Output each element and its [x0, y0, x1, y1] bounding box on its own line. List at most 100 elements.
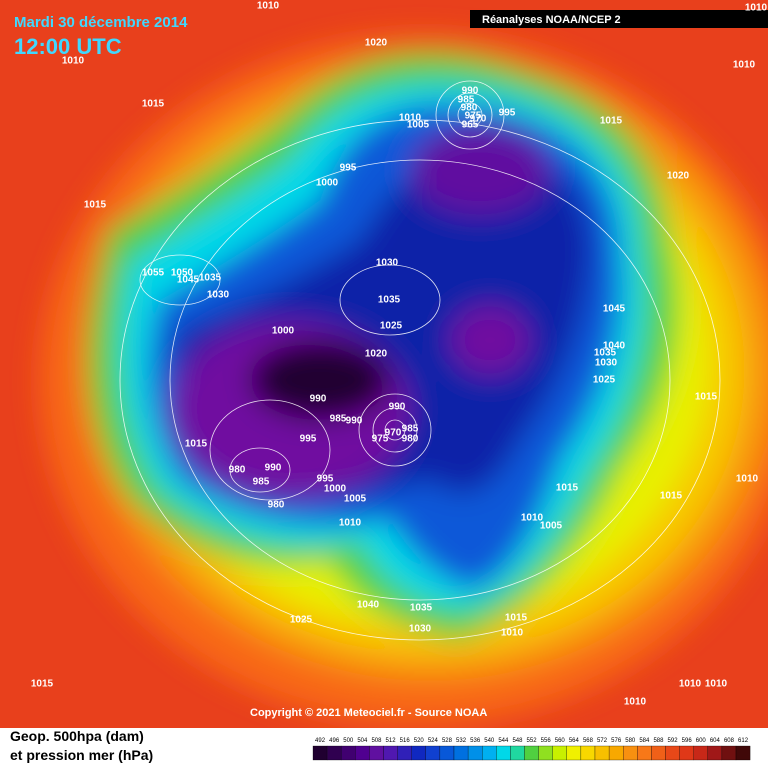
isobar-label: 1010: [705, 679, 728, 690]
isobars: [119, 80, 721, 641]
isobar-label: 985: [402, 424, 419, 435]
scale-swatch: [524, 745, 539, 761]
isobar-label: 995: [499, 108, 516, 119]
scale-label: 532: [456, 738, 467, 744]
scale-label: 588: [653, 738, 664, 744]
scale-swatch: [679, 745, 694, 761]
scale-label: 584: [639, 738, 650, 744]
source-banner: [470, 10, 768, 28]
isobar-label: 990: [265, 463, 282, 474]
copyright: Copyright © 2021 Meteociel.fr - Source N…: [250, 707, 487, 719]
isobar-label: 980: [402, 434, 419, 445]
isobar-label: 990: [462, 86, 479, 97]
scale-swatch: [623, 745, 638, 761]
isobar-label: 995: [300, 434, 317, 445]
scale-swatch: [355, 745, 370, 761]
scale-label: 516: [400, 738, 411, 744]
scale-swatch: [482, 745, 497, 761]
isobar-label: 1000: [316, 178, 339, 189]
scale-label: 500: [343, 738, 354, 744]
scale-swatch: [594, 745, 610, 761]
isobar-label: 1040: [603, 341, 626, 352]
scale-swatch: [693, 745, 708, 761]
isobar-label: 1010: [624, 697, 647, 708]
isobar-label: 1010: [257, 1, 280, 12]
isobar-label: 985: [253, 477, 270, 488]
isobar-label: 1010: [733, 60, 756, 71]
isobar-label: 1025: [380, 321, 403, 332]
scale-swatch: [566, 745, 582, 761]
scale-swatch: [383, 745, 398, 761]
isobar-label: 1040: [357, 600, 380, 611]
isobar-label: 990: [389, 402, 406, 413]
isobar-label: 1010: [679, 679, 702, 690]
scale-label: 608: [724, 738, 735, 744]
isobar-label: 1035: [410, 603, 433, 614]
scale-label: 600: [696, 738, 707, 744]
isobar-labels: 1010 101010101020101010159909859809759709…: [31, 1, 768, 708]
isobar-label: 990: [346, 416, 363, 427]
scale-swatch: [510, 745, 525, 761]
isobar-label: 1035: [378, 295, 401, 306]
isobar-label: 1025: [290, 615, 313, 626]
isobar-label: 1015: [505, 613, 528, 624]
isobar-label: 1010: [501, 628, 524, 639]
isobar-label: 980: [268, 500, 285, 511]
scale-swatch: [538, 745, 553, 761]
scale-label: 612: [738, 738, 749, 744]
legend-line1: Geop. 500hpa (dam): [10, 728, 144, 744]
isobar-label: 1020: [365, 349, 388, 360]
isobar-label: 1010: [62, 56, 85, 67]
scale-label: 540: [484, 738, 495, 744]
isobar-label: 1045: [177, 275, 200, 286]
isobar-label: 1055: [142, 268, 165, 279]
isobar-label: 1010: [745, 3, 768, 14]
isobar-label: 1015: [31, 679, 54, 690]
scale-swatch: [637, 745, 652, 761]
scale-label: 564: [569, 738, 580, 744]
isobar-label: 985: [330, 414, 347, 425]
scale-swatch: [552, 745, 567, 761]
scale-label: 592: [668, 738, 679, 744]
scale-swatch: [312, 745, 328, 761]
scale-swatch: [411, 745, 426, 761]
scale-swatch: [580, 745, 596, 761]
isobar-label: 1000: [272, 326, 295, 337]
isobar-label: 965: [462, 120, 479, 131]
scale-label: 524: [428, 738, 439, 744]
isobar-label: 1010: [736, 474, 759, 485]
scale-swatch: [665, 745, 680, 761]
isobar-label: 1030: [595, 358, 618, 369]
isobar-label: 980: [461, 103, 478, 114]
scale-swatch: [707, 745, 723, 761]
scale-swatch: [341, 745, 356, 761]
scale-label: 552: [527, 738, 538, 744]
isobar-label: 1015: [600, 116, 623, 127]
legend-line2: et pression mer (hPa): [10, 747, 153, 763]
isobar-label: 1005: [407, 120, 430, 131]
isobar-label: 1015: [84, 200, 107, 211]
scale-label: 536: [470, 738, 481, 744]
isobar-label: 1035: [199, 273, 222, 284]
scale-swatch: [651, 745, 666, 761]
isobar-label: 1050: [171, 268, 194, 279]
scale-swatch: [425, 745, 441, 761]
scale-label: 528: [442, 738, 453, 744]
isobar-label: 995: [340, 163, 357, 174]
isobar-label: 990: [310, 394, 327, 405]
scale-label: 576: [611, 738, 622, 744]
isobar-label: 1030: [376, 258, 399, 269]
scale-label: 572: [597, 738, 608, 744]
isobar-label: 1045: [603, 304, 626, 315]
scale-label: 604: [710, 738, 721, 744]
isobar-label: 1015: [660, 491, 683, 502]
scale-label: 508: [371, 738, 382, 744]
scale-swatch: [467, 745, 483, 761]
scale-swatch: [453, 745, 469, 761]
scale-label: 568: [583, 738, 594, 744]
isobar-label: 1015: [556, 483, 579, 494]
source: Réanalyses NOAA/NCEP 2: [482, 14, 621, 26]
time: 12:00 UTC: [14, 34, 122, 59]
scale-swatch: [369, 745, 384, 761]
scale-label: 496: [329, 738, 340, 744]
